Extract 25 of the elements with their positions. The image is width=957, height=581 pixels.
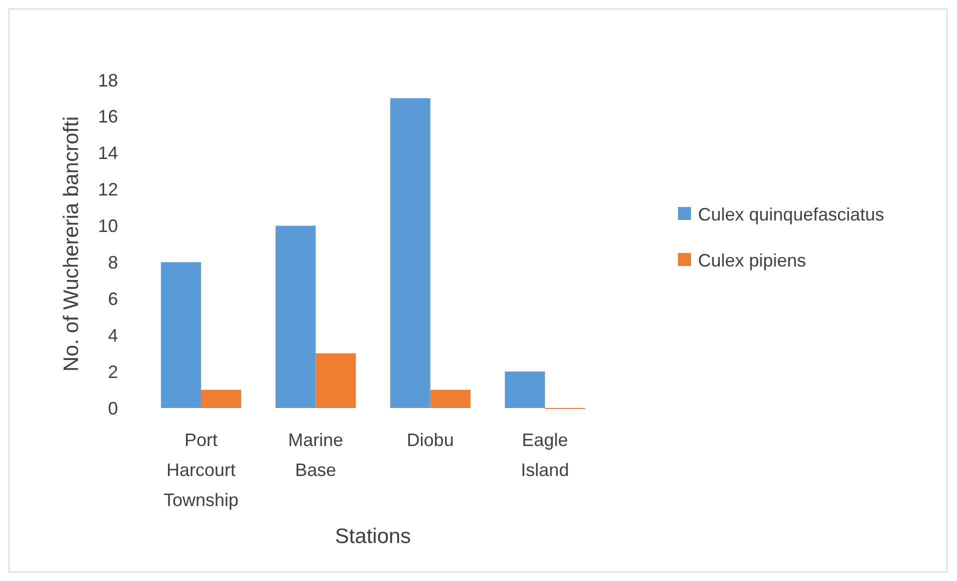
bar — [316, 353, 356, 408]
legend-label: Culex pipiens — [698, 250, 806, 270]
y-tick-label: 8 — [108, 252, 118, 273]
x-tick-label: Marine Base — [288, 430, 344, 480]
x-axis-title: Stations — [335, 525, 411, 548]
y-tick-label: 12 — [98, 180, 118, 200]
y-tick-label: 4 — [108, 325, 118, 346]
y-tick-label: 2 — [108, 362, 118, 382]
bar — [276, 226, 316, 408]
bar — [160, 262, 202, 408]
y-tick-label: 18 — [98, 70, 118, 90]
x-tick-label: Eagle Island — [520, 430, 569, 480]
y-tick-label: 14 — [98, 143, 118, 164]
bar — [430, 390, 470, 408]
y-tick-label: 0 — [108, 398, 118, 418]
x-tick-label: Port Harcourt Township — [164, 430, 239, 510]
y-tick-label: 6 — [108, 288, 118, 309]
bar — [504, 372, 545, 408]
bar — [201, 390, 242, 408]
y-axis-title: No. of Wuchereria bancrofti — [60, 116, 83, 372]
y-tick-label: 16 — [98, 106, 118, 127]
x-tick-label: Diobu — [406, 430, 454, 450]
y-tick-label: 10 — [98, 216, 118, 236]
bar — [390, 98, 430, 408]
legend-label: Culex quinquefasciatus — [698, 204, 884, 224]
